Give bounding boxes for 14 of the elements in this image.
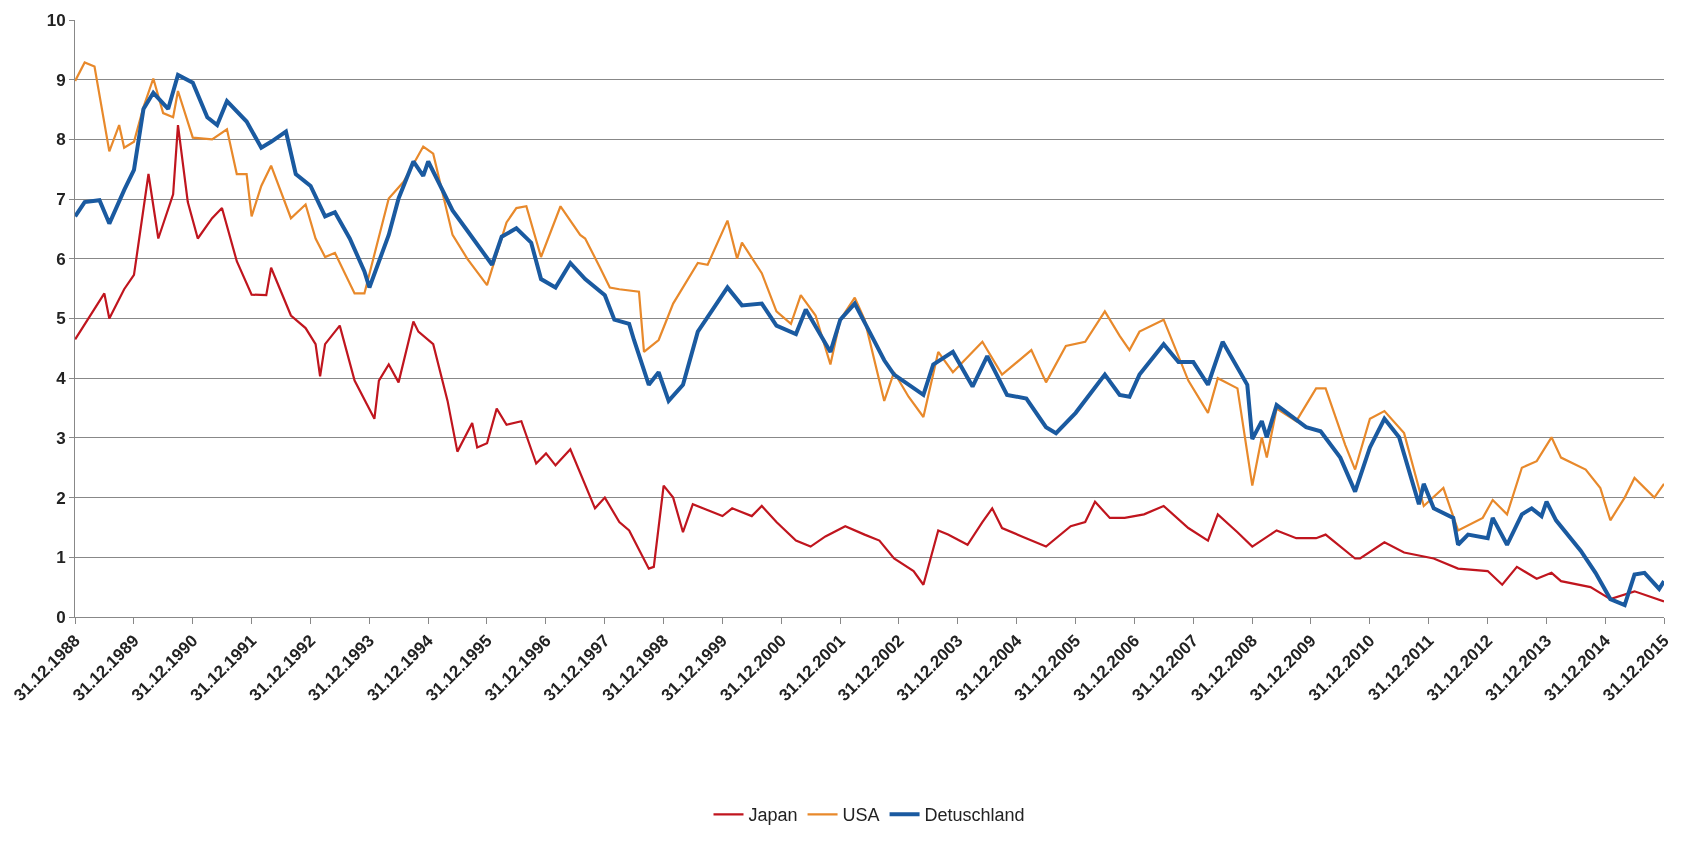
y-tick-label: 9: [56, 70, 66, 90]
y-tick-label: 10: [46, 10, 66, 30]
y-tick-label: 5: [56, 309, 66, 329]
legend-label: USA: [842, 805, 880, 826]
y-tick-label: 2: [56, 488, 66, 508]
y-tick-label: 8: [56, 130, 66, 150]
y-tick-label: 6: [56, 249, 66, 269]
y-tick-label: 3: [56, 428, 66, 448]
y-tick-label: 7: [56, 190, 66, 210]
y-tick-label: 4: [56, 369, 67, 389]
y-tick-label: 1: [56, 548, 66, 568]
y-tick-label: 0: [56, 607, 66, 627]
legend-label: Detuschland: [924, 805, 1025, 826]
legend-label: Japan: [748, 805, 798, 826]
